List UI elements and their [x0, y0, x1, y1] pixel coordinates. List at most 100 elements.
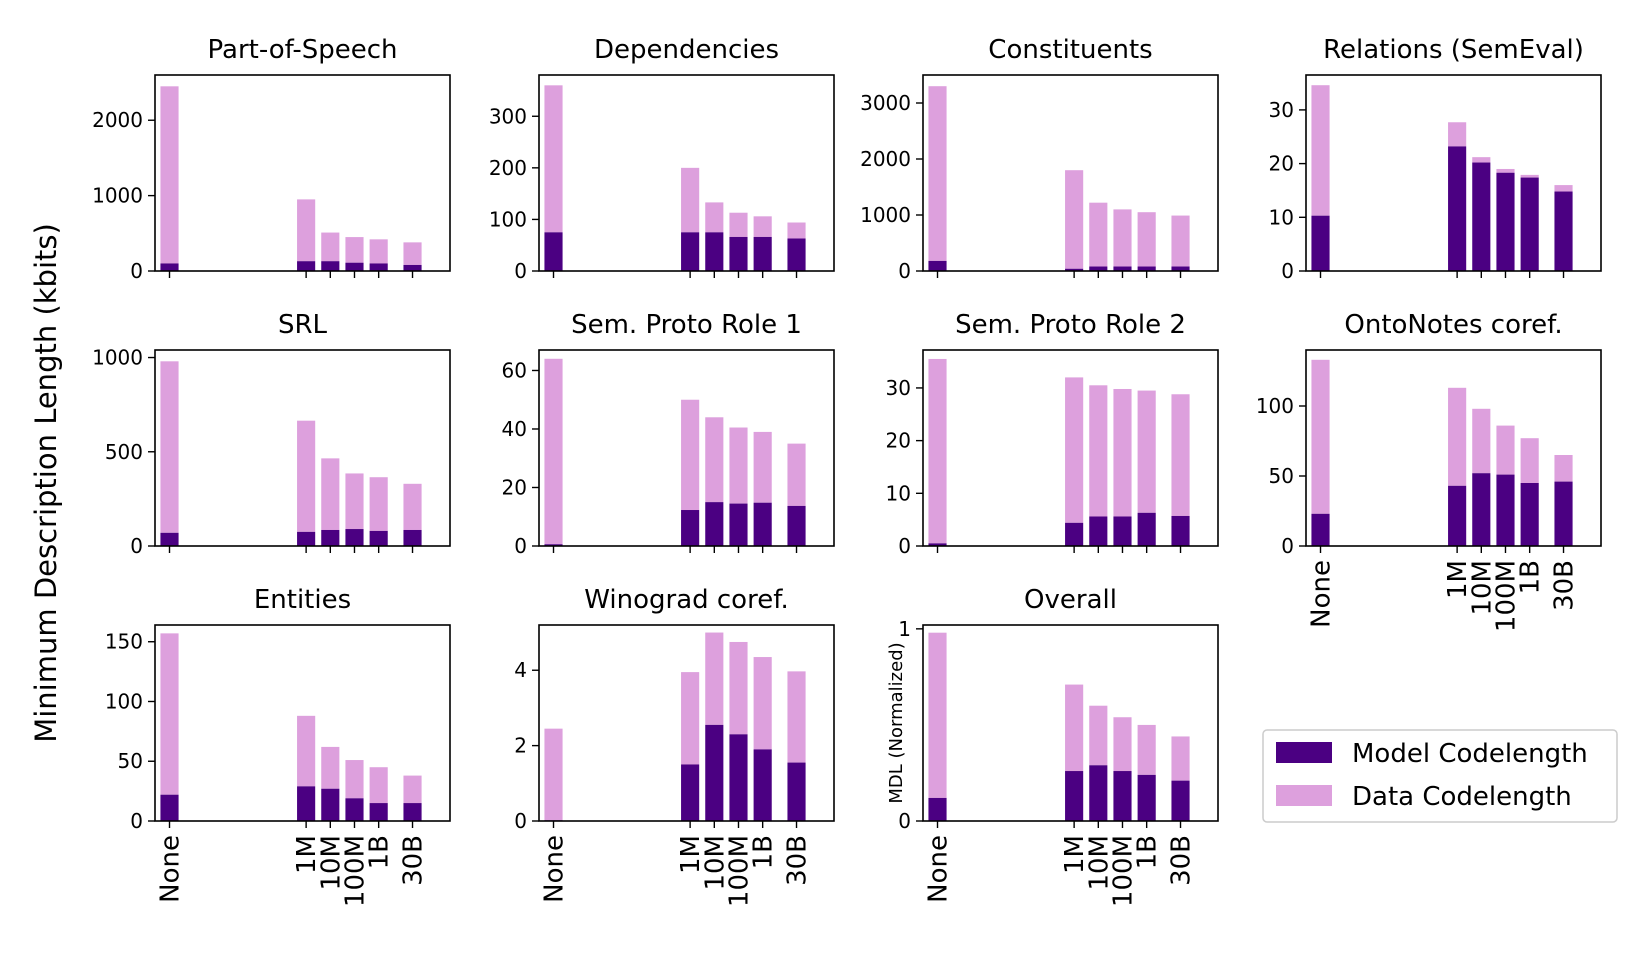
xtick-label-10m: 10M [1467, 560, 1497, 616]
legend-frame [1262, 729, 1618, 823]
bar-data-1m [1065, 684, 1084, 772]
bar-data-none [544, 358, 563, 545]
bar-data-none [544, 85, 563, 233]
bar-data-1b [753, 431, 772, 503]
bar-model-1m [1065, 268, 1084, 271]
bar-data-100m [729, 427, 748, 504]
axes-frame [538, 624, 835, 822]
bar-data-100m [729, 212, 748, 237]
bar-data-10m [1472, 157, 1491, 163]
bar-model-none [928, 543, 947, 546]
panel-relations-semeval: Relations (SemEval) 0 10 20 30 [1269, 35, 1602, 283]
ytick-label: 2 [514, 734, 527, 758]
legend-swatch-model [1276, 742, 1332, 763]
bar-data-none [1311, 85, 1330, 216]
xtick-label-100m: 100M [724, 835, 754, 907]
xtick-label-1b: 1B [1516, 560, 1546, 594]
panel-title: Entities [254, 585, 351, 615]
bar-data-10m [1472, 408, 1491, 474]
panel-title: Sem. Proto Role 2 [955, 310, 1186, 340]
bar-data-10m [1089, 202, 1108, 267]
axes-frame [1305, 74, 1602, 272]
panel-title: Relations (SemEval) [1323, 35, 1584, 65]
bar-data-30b [787, 443, 806, 506]
ytick-label: 0 [130, 809, 143, 833]
xtick-label-100m: 100M [1108, 835, 1138, 907]
bar-model-1m [297, 531, 316, 546]
bar-data-1m [1448, 122, 1467, 147]
bar-model-100m [345, 262, 364, 271]
bar-data-1b [753, 216, 772, 237]
axes-frame [154, 624, 451, 822]
bar-model-1m [1448, 146, 1467, 271]
bar-data-30b [787, 222, 806, 239]
bar-data-30b [403, 775, 422, 804]
bar-data-1b [369, 239, 388, 264]
axes-frame [922, 349, 1219, 547]
bar-model-10m [705, 502, 724, 546]
panel-constituents: Constituents 0 1000 2000 3000 [860, 35, 1219, 283]
bar-model-1m [297, 786, 316, 821]
bar-data-30b [403, 483, 422, 530]
xtick-label-1b: 1B [1133, 835, 1163, 869]
bar-model-1b [1137, 266, 1156, 271]
ytick-label: 0 [130, 534, 143, 558]
bar-data-30b [1171, 394, 1190, 516]
xtick-label-30b: 30B [1167, 835, 1197, 886]
ytick-label: 30 [1269, 98, 1294, 122]
axes-frame [538, 74, 835, 272]
bar-model-100m [1496, 474, 1515, 546]
panel-title: Overall [1024, 585, 1117, 615]
panel-title: OntoNotes coref. [1344, 310, 1562, 340]
panel-dependencies: Dependencies 0 100 200 300 [489, 35, 835, 283]
ytick-label: 2000 [92, 108, 143, 132]
bar-model-10m [321, 529, 340, 546]
bar-model-1b [369, 803, 388, 821]
bar-model-none [160, 263, 179, 271]
bar-model-none [544, 232, 563, 271]
bar-model-30b [1171, 780, 1190, 821]
ytick-label: 0 [898, 259, 911, 283]
ytick-label: 0 [130, 259, 143, 283]
bar-model-30b [1171, 515, 1190, 546]
bar-data-100m [345, 237, 364, 263]
ytick-label: 60 [502, 358, 527, 382]
bar-model-none [544, 544, 563, 546]
bar-model-10m [321, 261, 340, 271]
bar-data-1m [1065, 170, 1084, 269]
ytick-label: 0 [514, 534, 527, 558]
axes-frame [1305, 349, 1602, 547]
ytick-label: 150 [105, 630, 143, 654]
bar-data-10m [1089, 385, 1108, 517]
bar-model-1m [681, 764, 700, 821]
legend: Model Codelength Data Codelength [1262, 729, 1618, 823]
figure-ylabel: Minimum Description Length (kbits) [29, 223, 63, 743]
xtick-label-none: None [540, 835, 570, 903]
xtick-label-none: None [924, 835, 954, 903]
bar-data-1m [297, 715, 316, 787]
xtick-label-1b: 1B [365, 835, 395, 869]
bar-model-none [928, 797, 947, 821]
bar-data-none [160, 633, 179, 795]
bar-data-10m [1089, 705, 1108, 766]
bar-model-none [1311, 215, 1330, 271]
xtick-label-10m: 10M [1084, 835, 1114, 891]
xtick-label-none: None [1307, 560, 1337, 628]
xtick-label-1b: 1B [749, 835, 779, 869]
ytick-label: 0 [898, 809, 911, 833]
bar-data-1m [681, 672, 700, 765]
bar-model-30b [403, 803, 422, 821]
ytick-label: 0 [514, 259, 527, 283]
ytick-label: 500 [105, 440, 143, 464]
panel-title: SRL [278, 310, 328, 340]
bar-model-1b [1520, 177, 1539, 271]
panel-srl: SRL 0 500 1000 [92, 310, 451, 558]
ytick-label: 200 [489, 156, 527, 180]
bar-model-100m [1496, 172, 1515, 271]
bar-data-100m [1113, 388, 1132, 517]
bar-model-10m [1089, 765, 1108, 821]
ytick-label: 1000 [860, 203, 911, 227]
